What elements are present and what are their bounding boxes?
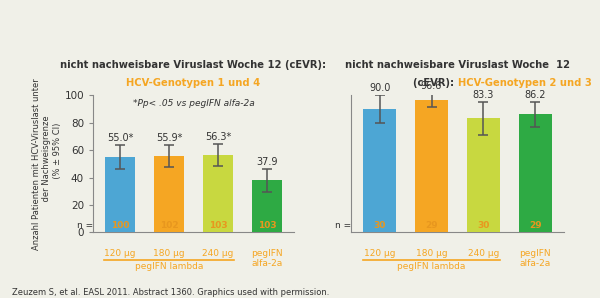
Text: 240 μg: 240 μg [468,249,499,258]
Text: 30: 30 [373,221,386,230]
Y-axis label: Anzahl Patienten mit HCV-Viruslast unter
    der Nachweisgrenze
          (% ± 9: Anzahl Patienten mit HCV-Viruslast unter… [32,78,62,250]
Text: 103: 103 [209,221,227,230]
Bar [203,155,233,232]
Text: HCV-Genotypen 2 und 3: HCV-Genotypen 2 und 3 [458,78,591,88]
Text: 103: 103 [258,221,277,230]
Bar [467,118,500,232]
Text: 55.0*: 55.0* [107,133,133,143]
Bar [520,114,551,232]
Text: nicht nachweisbare Viruslast Woche  12: nicht nachweisbare Viruslast Woche 12 [345,60,570,70]
Text: 56.3*: 56.3* [205,132,231,142]
Text: pegIFN lambda: pegIFN lambda [135,262,203,271]
Text: pegIFN
alfa-2a: pegIFN alfa-2a [251,249,283,268]
Text: 86.2: 86.2 [524,90,546,100]
Text: pegIFN
alfa-2a: pegIFN alfa-2a [520,249,551,268]
Text: n =: n = [335,221,351,230]
Text: 240 μg: 240 μg [202,249,233,258]
Text: 30: 30 [477,221,490,230]
Bar [105,157,135,232]
Text: nicht nachweisbare Viruslast Woche 12 (cEVR):: nicht nachweisbare Viruslast Woche 12 (c… [61,60,326,70]
Text: *Pp< .05 vs pegIFN alfa-2a: *Pp< .05 vs pegIFN alfa-2a [133,100,254,108]
Text: Zeuzem S, et al. EASL 2011. Abstract 1360. Graphics used with permission.: Zeuzem S, et al. EASL 2011. Abstract 136… [12,288,329,297]
Text: 55.9*: 55.9* [156,133,182,143]
Text: 29: 29 [425,221,438,230]
Bar [252,181,282,232]
Text: n =: n = [77,221,93,230]
Text: 100: 100 [111,221,129,230]
Bar [154,156,184,232]
Text: 120 μg: 120 μg [364,249,395,258]
Bar [364,109,395,232]
Text: 37.9: 37.9 [256,157,278,167]
Text: HCV-Genotypen 1 und 4: HCV-Genotypen 1 und 4 [127,78,260,88]
Text: 102: 102 [160,221,178,230]
Bar [415,100,448,232]
Text: 83.3: 83.3 [473,90,494,100]
Text: pegIFN lambda: pegIFN lambda [397,262,466,271]
Text: 180 μg: 180 μg [416,249,448,258]
Text: 180 μg: 180 μg [153,249,185,258]
Text: 96.6: 96.6 [421,81,442,91]
Text: (cEVR):: (cEVR): [413,78,458,88]
Text: 90.0: 90.0 [369,83,390,93]
Text: 120 μg: 120 μg [104,249,136,258]
Text: 29: 29 [529,221,542,230]
